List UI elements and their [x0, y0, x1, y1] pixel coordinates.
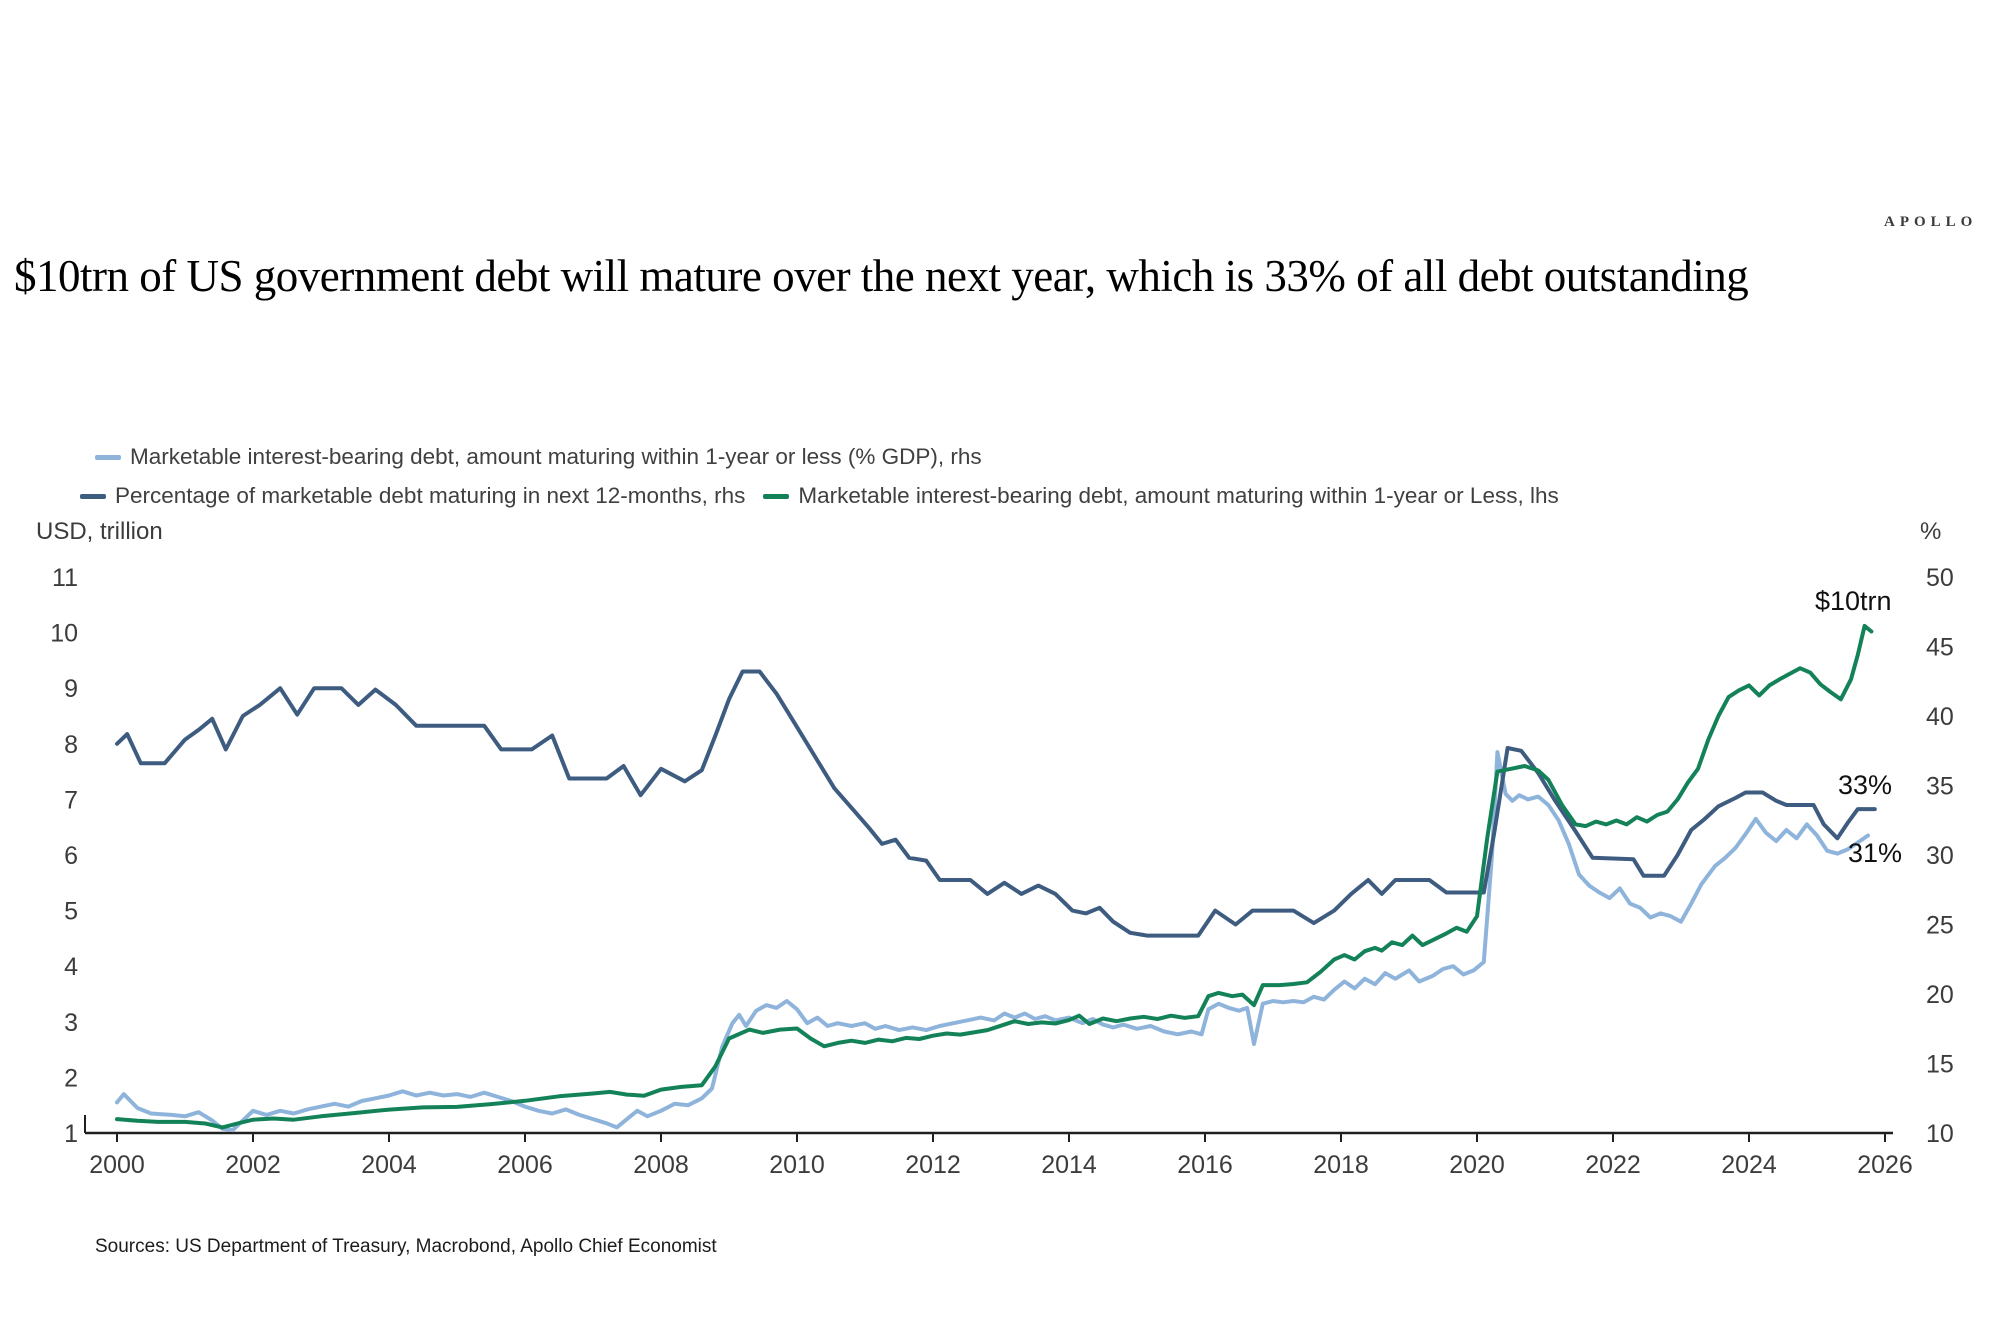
x-tick-label: 2000 — [89, 1151, 145, 1179]
x-tick-label: 2002 — [225, 1151, 281, 1179]
x-tick-label: 2020 — [1449, 1151, 1505, 1179]
left-axis-unit-label: USD, trillion — [36, 518, 163, 545]
annotation-10trn: $10trn — [1815, 586, 1892, 616]
x-tick-label: 2012 — [905, 1151, 961, 1179]
right-tick-label: 30 — [1926, 842, 1954, 870]
legend-label-pct-gdp: Marketable interest-bearing debt, amount… — [130, 444, 982, 469]
series-line-2 — [115, 623, 1874, 1130]
legend-row-2: Percentage of marketable debt maturing i… — [80, 483, 1940, 509]
x-tick-label: 2006 — [497, 1151, 553, 1179]
x-tick-label: 2016 — [1177, 1151, 1233, 1179]
left-tick-label: 2 — [64, 1064, 78, 1092]
x-tick-label: 2008 — [633, 1151, 689, 1179]
left-tick-label: 7 — [64, 786, 78, 814]
source-note: Sources: US Department of Treasury, Macr… — [95, 1236, 717, 1257]
x-tick-label: 2026 — [1857, 1151, 1913, 1179]
legend-swatch-navy — [80, 493, 106, 499]
left-tick-label: 1 — [64, 1120, 78, 1148]
x-tick-label: 2024 — [1721, 1151, 1777, 1179]
apollo-logo: APOLLO — [1884, 214, 1978, 230]
legend-swatch-light-blue — [95, 454, 121, 460]
annotation-33pct: 33% — [1838, 770, 1893, 800]
right-tick-label: 20 — [1926, 981, 1954, 1009]
chart-legend: Marketable interest-bearing debt, amount… — [80, 444, 1940, 522]
left-tick-label: 5 — [64, 898, 78, 926]
annotation-31pct: 31% — [1848, 838, 1903, 868]
right-tick-label: 45 — [1926, 634, 1954, 662]
x-tick-label: 2022 — [1585, 1151, 1641, 1179]
x-tick-label: 2014 — [1041, 1151, 1097, 1179]
right-axis-unit-label: % — [1920, 518, 1942, 545]
legend-row-1: Marketable interest-bearing debt, amount… — [95, 444, 1940, 470]
legend-entry-green: Marketable interest-bearing debt, amount… — [763, 483, 1559, 509]
legend-label-amount-lhs: Marketable interest-bearing debt, amount… — [798, 483, 1559, 508]
left-tick-label: 4 — [64, 953, 78, 981]
right-tick-label: 10 — [1926, 1120, 1954, 1148]
legend-swatch-green — [763, 493, 790, 499]
left-tick-label: 8 — [64, 731, 78, 759]
chart-title: $10trn of US government debt will mature… — [14, 251, 1749, 301]
right-tick-label: 15 — [1926, 1051, 1954, 1079]
legend-label-pct-maturing: Percentage of marketable debt maturing i… — [115, 483, 746, 508]
right-tick-label: 25 — [1926, 912, 1954, 940]
right-tick-label: 35 — [1926, 773, 1954, 801]
series-line-1 — [115, 669, 1877, 938]
series-line-0 — [115, 750, 1870, 1133]
left-tick-label: 9 — [64, 675, 78, 703]
right-tick-label: 50 — [1926, 564, 1954, 592]
left-tick-label: 10 — [50, 620, 78, 648]
left-tick-label: 11 — [52, 564, 78, 592]
right-tick-label: 40 — [1926, 703, 1954, 731]
x-tick-label: 2010 — [769, 1151, 825, 1179]
x-tick-label: 2018 — [1313, 1151, 1369, 1179]
left-tick-label: 3 — [64, 1009, 78, 1037]
left-tick-label: 6 — [64, 842, 78, 870]
x-tick-label: 2004 — [361, 1151, 417, 1179]
